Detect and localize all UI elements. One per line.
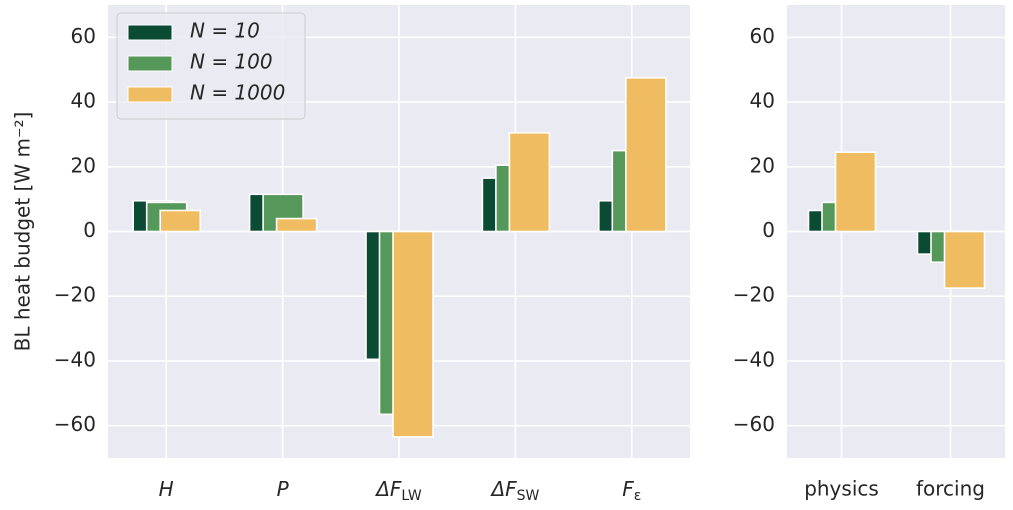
x-tick-label: ΔFSW bbox=[489, 477, 539, 505]
legend-label: N = 1000 bbox=[190, 81, 285, 105]
y-tick-label: −60 bbox=[733, 412, 775, 436]
y-tick-label: −60 bbox=[54, 412, 96, 436]
y-tick-label: 0 bbox=[762, 218, 775, 242]
legend-swatch bbox=[127, 24, 173, 41]
legend-label: N = 10 bbox=[190, 19, 260, 43]
x-tick-label: H bbox=[159, 477, 174, 501]
legend-swatch bbox=[127, 55, 173, 72]
y-tick-label: 0 bbox=[83, 218, 96, 242]
y-tick-label: −20 bbox=[54, 283, 96, 307]
bar bbox=[159, 209, 201, 233]
y-tick-label: 40 bbox=[750, 89, 775, 113]
x-tick-label: Fε bbox=[622, 477, 641, 505]
legend-label: N = 100 bbox=[190, 50, 273, 74]
bar bbox=[392, 230, 434, 438]
y-tick-label: 20 bbox=[750, 153, 775, 177]
x-tick-label: forcing bbox=[916, 477, 985, 501]
x-tick-label: ΔFLW bbox=[374, 477, 422, 505]
x-tick-label: physics bbox=[804, 477, 879, 501]
bar bbox=[834, 151, 877, 233]
y-tick-label: 60 bbox=[750, 24, 775, 48]
bar bbox=[275, 217, 318, 233]
legend: N = 10 N = 100 N = 1000 bbox=[116, 12, 306, 120]
x-tick-label: P bbox=[277, 477, 290, 501]
y-tick-label: −40 bbox=[54, 347, 96, 371]
bar bbox=[624, 77, 667, 233]
y-tick-label: 40 bbox=[71, 89, 96, 113]
y-tick-label: 60 bbox=[71, 24, 96, 48]
y-axis-label: BL heat budget [W m⁻²] bbox=[11, 112, 35, 352]
bar bbox=[943, 230, 986, 289]
y-tick-label: −20 bbox=[733, 283, 775, 307]
legend-swatch bbox=[127, 86, 173, 103]
bar bbox=[508, 132, 551, 233]
y-tick-label: 20 bbox=[71, 153, 96, 177]
y-tick-label: −40 bbox=[733, 347, 775, 371]
